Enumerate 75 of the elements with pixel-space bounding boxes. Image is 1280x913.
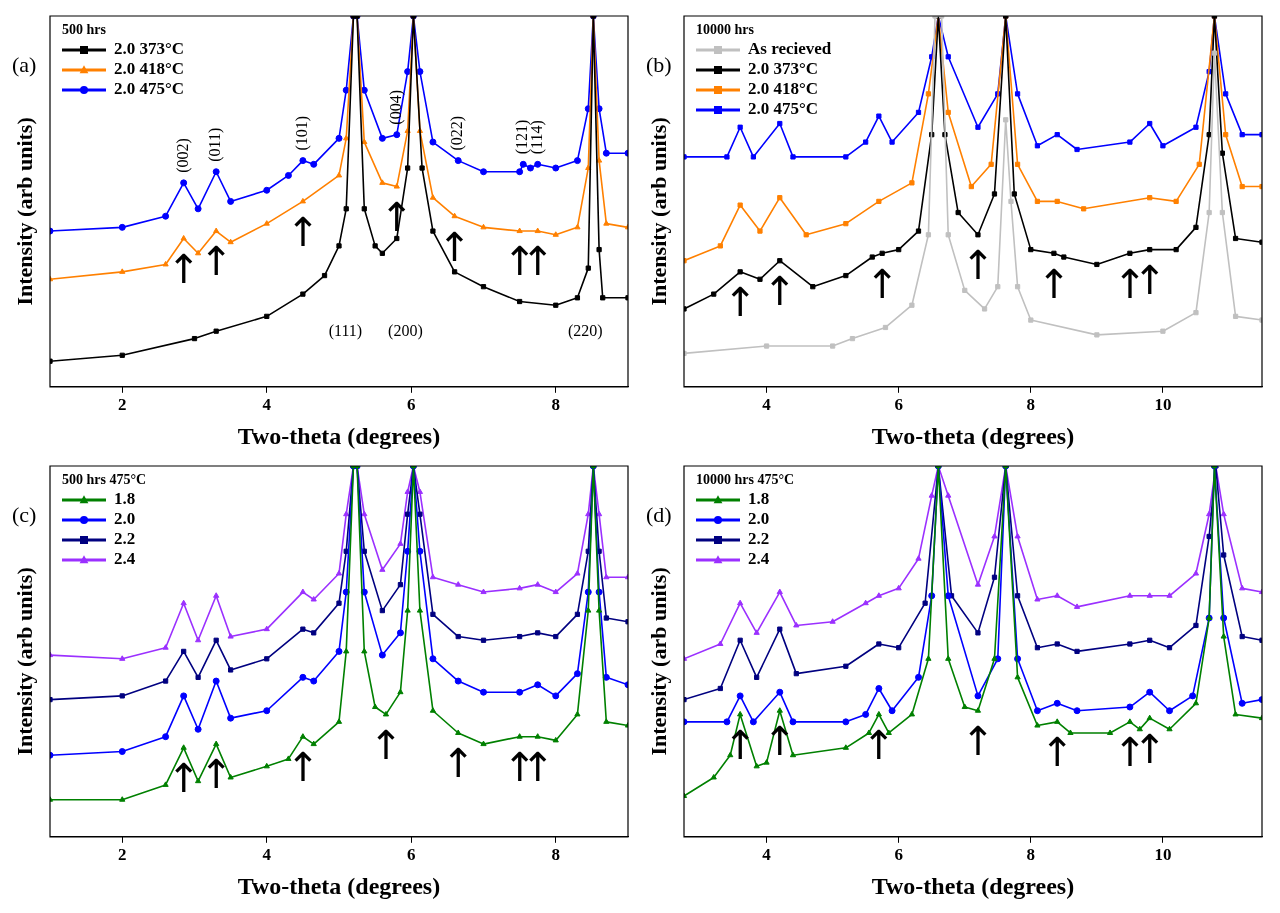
x-tick-label: 8 <box>1026 395 1036 415</box>
annotation: ↑ <box>865 260 899 307</box>
annotation: (200) <box>388 322 423 340</box>
legend-label: 2.2 <box>748 529 770 549</box>
annotation: ↑ <box>862 721 896 768</box>
annotation: ↑ <box>286 744 320 791</box>
text: (c) <box>12 501 37 527</box>
legend-label: 2.0 <box>748 509 770 529</box>
text: (d) <box>646 501 672 527</box>
text: (b) <box>646 51 672 77</box>
legend-title: 10000 hrs 475°C <box>696 471 795 487</box>
x-axis-title: Two-theta (degrees) <box>871 872 1075 899</box>
annotation: (002) <box>173 138 192 173</box>
annotation: ↑ <box>723 279 757 326</box>
x-tick-label: 2 <box>118 845 127 865</box>
legend-title: 500 hrs 475°C <box>62 471 147 487</box>
annotation: ↑ <box>961 242 995 289</box>
x-tick-label: 6 <box>894 395 903 415</box>
y-axis-title: Intensity (arb units) <box>11 567 37 756</box>
legend-label: 2.0 418°C <box>114 59 185 79</box>
y-axis-title: Intensity (arb units) <box>645 567 671 756</box>
x-tick-label: 8 <box>1026 845 1036 865</box>
annotation: ↑ <box>166 245 201 292</box>
annotation: ↑ <box>166 755 201 802</box>
x-axis-title: Two-theta (degrees) <box>237 422 441 449</box>
annotation: ↑ <box>437 223 472 270</box>
x-axis-title: Two-theta (degrees) <box>237 872 441 899</box>
y-axis-title: Intensity (arb units) <box>645 117 671 306</box>
annotation: (004) <box>387 90 405 125</box>
legend-label: As recieved <box>748 39 832 59</box>
annotation: (101) <box>293 115 312 151</box>
annotation: ↑ <box>763 718 797 765</box>
x-axis-title: Two-theta (degrees) <box>871 422 1075 449</box>
annotation: (022) <box>448 115 467 151</box>
x-tick-label: 10 <box>1154 395 1172 415</box>
annotation: ↑ <box>763 268 797 315</box>
legend-label: 2.4 <box>748 549 770 569</box>
annotation: ↑ <box>1037 260 1071 307</box>
annotation: ↑ <box>199 238 233 285</box>
legend-label: 2.0 <box>114 509 136 529</box>
legend-label: 1.8 <box>114 489 136 509</box>
annotation: ↑ <box>286 208 320 255</box>
x-tick-label: 4 <box>762 845 772 865</box>
annotation: ↑ <box>961 718 995 765</box>
legend-label: 2.2 <box>114 529 136 549</box>
legend-title: 10000 hrs <box>696 21 755 37</box>
legend-label: 2.4 <box>114 549 136 569</box>
legend-label: 2.0 373°C <box>748 59 819 79</box>
legend-label: 2.0 475°C <box>114 79 185 99</box>
x-tick-label: 2 <box>118 395 127 415</box>
annotation: ↑ <box>369 721 403 768</box>
annotation: (111) <box>328 322 363 340</box>
legend-title: 500 hrs <box>62 21 107 37</box>
x-tick-label: 4 <box>262 395 272 415</box>
y-axis-title: Intensity (arb units) <box>11 117 37 306</box>
x-tick-label: 8 <box>551 845 560 865</box>
legend-label: 2.0 475°C <box>748 99 819 119</box>
legend-label: 2.0 373°C <box>114 39 185 59</box>
annotation: (121) <box>513 119 532 155</box>
annotation: ↑ <box>441 740 475 787</box>
x-tick-label: 6 <box>407 395 416 415</box>
legend-label: 1.8 <box>748 489 770 509</box>
legend-label: 2.0 418°C <box>748 79 819 99</box>
annotation: ↑ <box>1040 729 1074 776</box>
annotation: ↑ <box>723 721 757 768</box>
annotation: (220) <box>567 322 603 340</box>
annotation: ↑ <box>199 751 233 798</box>
x-tick-label: 4 <box>262 845 272 865</box>
x-tick-label: 6 <box>894 845 903 865</box>
x-tick-label: 10 <box>1154 845 1172 865</box>
text: (a) <box>12 51 37 77</box>
annotation: (011) <box>206 127 225 162</box>
x-tick-label: 6 <box>407 845 416 865</box>
x-tick-label: 8 <box>551 395 560 415</box>
x-tick-label: 4 <box>762 395 772 415</box>
